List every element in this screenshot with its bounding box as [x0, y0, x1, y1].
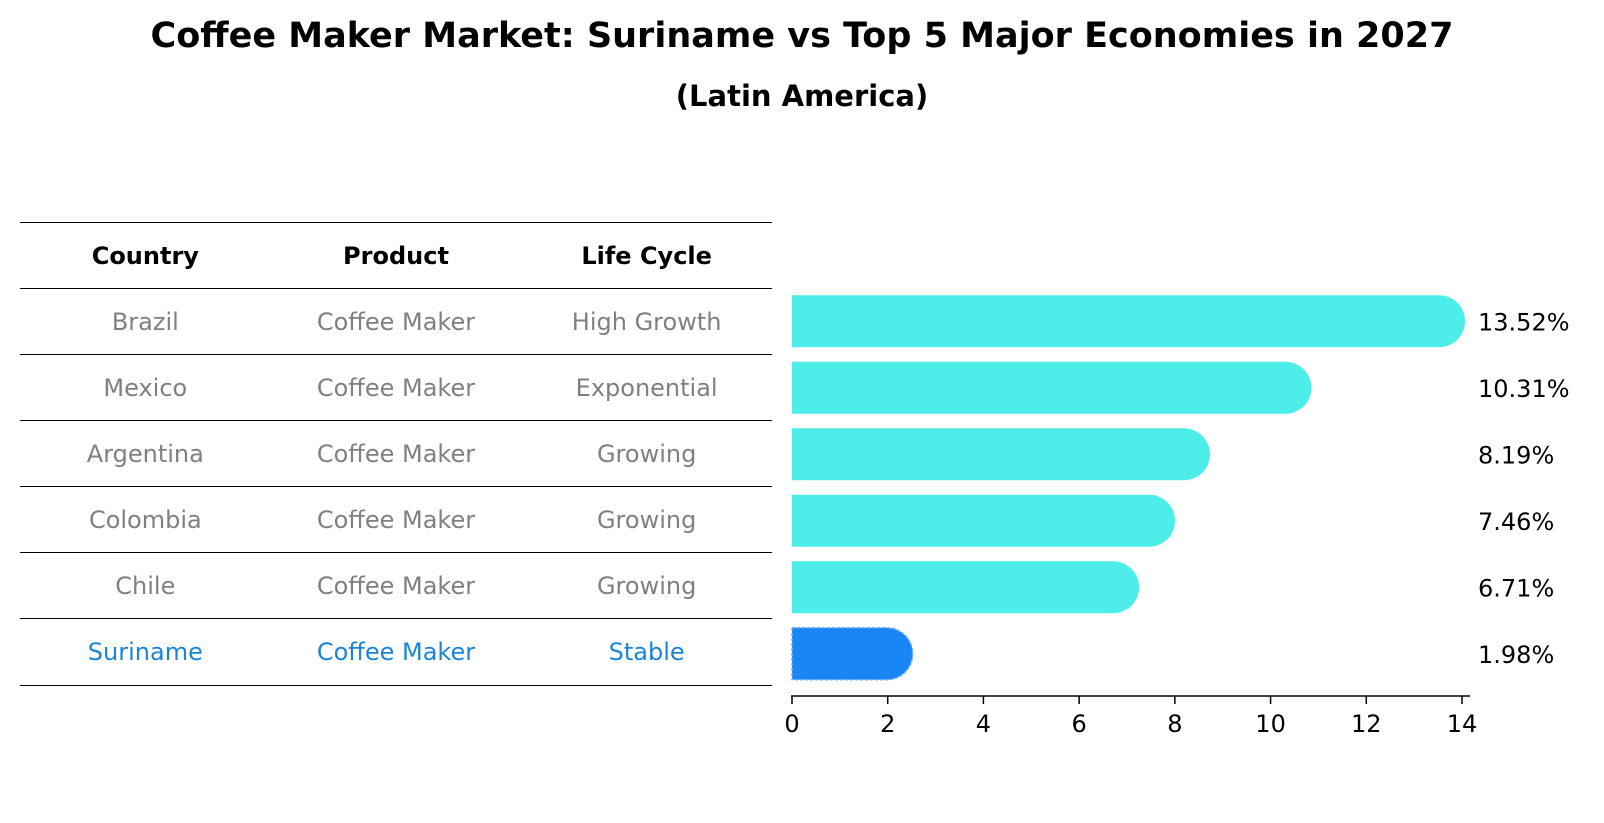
country-cell: Brazil — [111, 307, 179, 336]
value-label: 8.19% — [1478, 441, 1554, 469]
x-tick-label: 14 — [1447, 710, 1478, 738]
life-cycle-cell: Growing — [596, 505, 697, 534]
table-row: Mexico Coffee Maker Exponential — [20, 354, 772, 420]
product-cell: Coffee Maker — [316, 439, 476, 468]
value-label: 13.52% — [1478, 308, 1570, 336]
value-label: 6.71% — [1478, 574, 1554, 602]
country-cell: Mexico — [103, 373, 188, 402]
product-cell: Coffee Maker — [316, 307, 476, 336]
value-label: 1.98% — [1478, 641, 1554, 669]
chart-subtitle: (Latin America) — [675, 79, 929, 113]
x-tick-label: 8 — [1167, 710, 1182, 738]
bar-argentina — [792, 428, 1210, 481]
bar-mexico — [792, 361, 1312, 414]
country-cell: Argentina — [86, 439, 204, 468]
life-cycle-cell: Exponential — [575, 373, 718, 402]
value-label: 7.46% — [1478, 508, 1554, 536]
product-cell: Coffee Maker — [316, 373, 476, 402]
header-product: Product — [343, 241, 449, 270]
life-cycle-cell: Stable — [608, 637, 685, 666]
bar-brazil — [792, 295, 1466, 348]
x-tick-label: 2 — [880, 710, 895, 738]
bar-suriname — [791, 627, 914, 681]
table-row: Chile Coffee Maker Growing — [20, 552, 772, 618]
value-labels-layer: 13.52% 10.31% 8.19% 7.46% 6.71% 1.98% — [1478, 308, 1570, 669]
bar-colombia — [792, 494, 1176, 547]
bars-layer — [791, 295, 1466, 681]
product-cell: Coffee Maker — [316, 505, 476, 534]
life-cycle-cell: Growing — [596, 439, 697, 468]
country-cell: Chile — [115, 571, 176, 600]
table-row-highlight: Suriname Coffee Maker Stable — [20, 618, 772, 686]
x-axis: 0 2 4 6 8 10 12 14 — [784, 695, 1478, 738]
table-header-row: Country Product Life Cycle — [20, 222, 772, 288]
x-tick-label: 6 — [1072, 710, 1087, 738]
x-tick-label: 4 — [976, 710, 991, 738]
x-tick-label: 0 — [784, 710, 799, 738]
bar-chile — [792, 561, 1140, 614]
x-tick-label: 10 — [1255, 710, 1286, 738]
header-life-cycle: Life Cycle — [581, 241, 712, 270]
value-label: 10.31% — [1478, 375, 1570, 403]
table-row: Brazil Coffee Maker High Growth — [20, 288, 772, 354]
table-row: Colombia Coffee Maker Growing — [20, 486, 772, 552]
x-tick-label: 12 — [1351, 710, 1382, 738]
country-cell: Suriname — [87, 637, 203, 666]
country-table: Country Product Life Cycle Brazil Coffee… — [20, 222, 772, 686]
life-cycle-cell: Growing — [596, 571, 697, 600]
table-row: Argentina Coffee Maker Growing — [20, 420, 772, 486]
header-country: Country — [91, 241, 199, 270]
country-cell: Colombia — [88, 505, 202, 534]
life-cycle-cell: High Growth — [571, 307, 722, 336]
product-cell: Coffee Maker — [316, 637, 476, 666]
product-cell: Coffee Maker — [316, 571, 476, 600]
chart-title: Coffee Maker Market: Suriname vs Top 5 M… — [150, 16, 1454, 56]
